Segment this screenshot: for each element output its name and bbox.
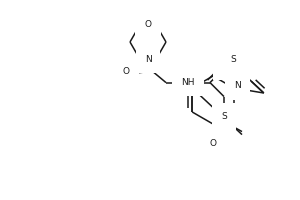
Text: NH: NH [181,78,195,87]
Text: O: O [145,20,152,29]
Text: O: O [223,62,230,71]
Text: S: S [221,112,227,121]
Text: O: O [122,67,130,76]
Text: S: S [230,54,236,64]
Text: O: O [209,138,217,148]
Text: N: N [234,82,241,90]
Text: N: N [145,55,152,64]
